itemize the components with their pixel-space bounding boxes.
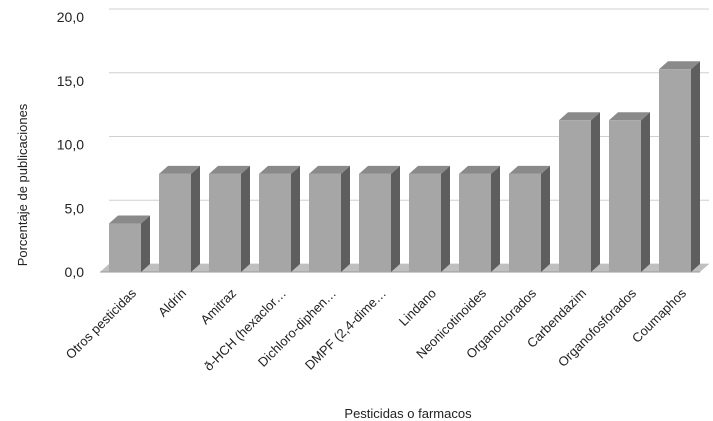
bar-front xyxy=(359,173,391,272)
bar xyxy=(159,165,200,272)
bar-top xyxy=(509,165,550,174)
floor-plane xyxy=(100,264,709,272)
bar xyxy=(309,165,350,272)
bar-front xyxy=(259,173,291,272)
bar-front xyxy=(659,69,691,273)
y-axis-ticks: 0,0 5,0 10,0 15,0 20,0 xyxy=(57,9,84,280)
bar-top xyxy=(259,165,300,174)
bar-top xyxy=(659,61,700,70)
chart-floor xyxy=(100,264,709,273)
x-tick-label: Amitraz xyxy=(197,286,239,328)
bar-side xyxy=(391,165,400,272)
bar-front xyxy=(559,120,591,273)
x-tick-label: Coumaphos xyxy=(629,285,690,346)
bar xyxy=(659,61,700,273)
bar xyxy=(559,112,600,273)
bar xyxy=(459,165,500,272)
y-tick-label: 10,0 xyxy=(57,137,84,153)
x-tick-label: Lindano xyxy=(396,286,439,329)
bar-top xyxy=(109,215,150,224)
bar xyxy=(109,215,150,272)
bar xyxy=(359,165,400,272)
bar-side xyxy=(591,112,600,273)
bar-side xyxy=(441,165,450,272)
bar xyxy=(509,165,550,272)
bar-front xyxy=(109,223,141,272)
bar-front xyxy=(159,173,191,272)
bar-side xyxy=(691,61,700,273)
bar-front xyxy=(609,120,641,273)
bar-side xyxy=(241,165,250,272)
bar-side xyxy=(291,165,300,272)
bar-side xyxy=(641,112,650,273)
y-tick-label: 15,0 xyxy=(57,73,84,89)
bars xyxy=(109,61,700,273)
y-tick-label: 20,0 xyxy=(57,9,84,25)
bar-front xyxy=(209,173,241,272)
bar-side xyxy=(491,165,500,272)
bar xyxy=(259,165,300,272)
bar-top xyxy=(559,112,600,121)
bar-top xyxy=(159,165,200,174)
bar-top xyxy=(359,165,400,174)
bar-front xyxy=(409,173,441,272)
y-tick-label: 0,0 xyxy=(65,264,85,280)
x-tick-label: Otros pesticidas xyxy=(63,285,140,362)
bar-top xyxy=(609,112,650,121)
x-axis-title: Pesticidas o farmacos xyxy=(344,406,472,421)
bar-side xyxy=(341,165,350,272)
bar-side xyxy=(541,165,550,272)
bar-side xyxy=(191,165,200,272)
bar-top xyxy=(209,165,250,174)
bar-front xyxy=(309,173,341,272)
y-axis-title: Porcentaje de publicaciones xyxy=(15,103,30,266)
bar-front xyxy=(509,173,541,272)
y-tick-label: 5,0 xyxy=(65,200,85,216)
bar xyxy=(609,112,650,273)
x-tick-label: Aldrin xyxy=(155,286,189,320)
bar xyxy=(409,165,450,272)
bar-front xyxy=(459,173,491,272)
bar-top xyxy=(309,165,350,174)
bar-side xyxy=(141,215,150,272)
bar xyxy=(209,165,250,272)
bar-top xyxy=(409,165,450,174)
bar-top xyxy=(459,165,500,174)
